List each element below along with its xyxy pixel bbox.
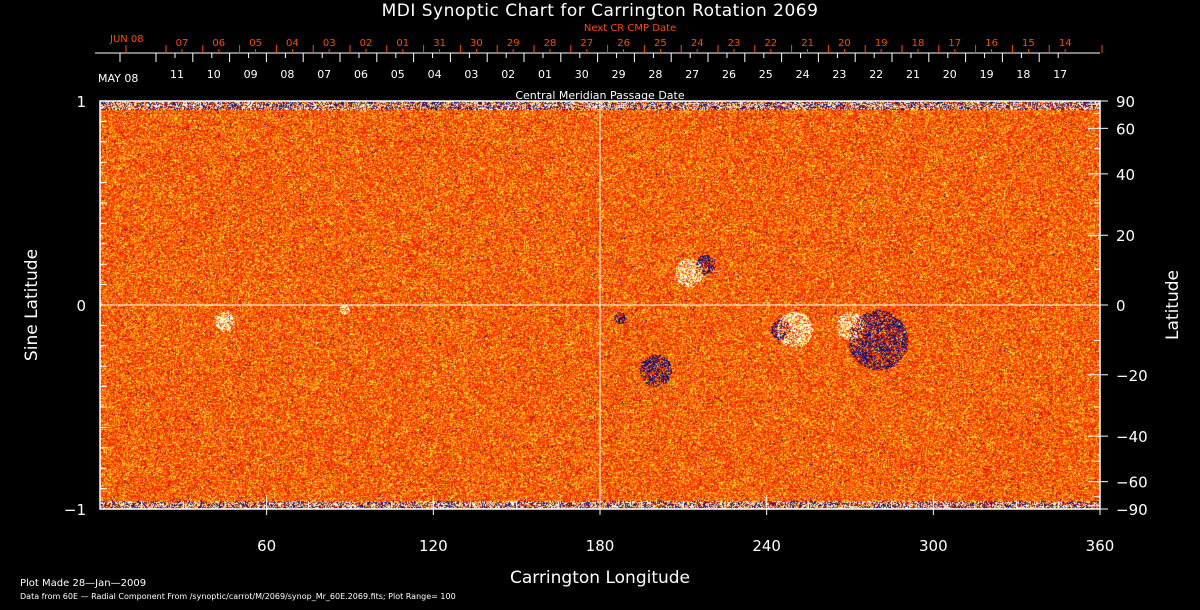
next-cr-date-label: 22 [764,38,777,49]
x-tick-label: 60 [257,537,276,555]
next-cr-axis-label: Next CR CMP Date [584,23,676,34]
cmp-date-label: 18 [1016,68,1030,81]
cmp-date-label: 28 [648,68,662,81]
cmp-date-label: 19 [980,68,994,81]
next-cr-date-label: 27 [580,38,593,49]
next-cr-date-label: 19 [875,38,888,49]
cmp-date-label: 27 [685,68,699,81]
next-cr-date-label: 18 [912,38,925,49]
next-cr-date-label: 26 [617,38,630,49]
cmp-date-label: 11 [170,68,184,81]
x-tick-label: 240 [752,537,781,555]
cmp-date-label: 01 [538,68,552,81]
cmp-date-label: 07 [317,68,331,81]
y-tick-label: −1 [64,501,86,519]
cmp-date-label: 08 [280,68,294,81]
data-source-text: Data from 60E — Radial Component From /s… [20,592,456,601]
cmp-date-label: 05 [391,68,405,81]
next-cr-date-label: 07 [176,38,189,49]
cmp-date-label: 22 [869,68,883,81]
y2-tick-label: −20 [1116,367,1148,385]
next-cr-date-label: 14 [1059,38,1072,49]
next-cr-date-label: 17 [948,38,961,49]
next-cr-date-label: 24 [691,38,704,49]
cmp-start-label: MAY 08 [98,72,138,85]
cmp-date-label: 23 [832,68,846,81]
plot-made-text: Plot Made 28—Jan—2009 [20,578,147,589]
cmp-date-label: 29 [612,68,626,81]
x-tick-label: 180 [586,537,615,555]
y2-tick-label: −60 [1116,474,1148,492]
next-cr-date-label: 02 [360,38,373,49]
next-cr-date-label: 29 [507,38,520,49]
y2-tick-label: −90 [1116,501,1148,519]
chart-title: MDI Synoptic Chart for Carrington Rotati… [381,1,819,21]
next-cr-date-label: 16 [985,38,998,49]
y2-axis-label: Latitude [1163,270,1183,340]
next-cr-date-label: 01 [396,38,409,49]
cmp-date-label: 09 [244,68,258,81]
cmp-date-label: 30 [575,68,589,81]
y2-tick-label: 60 [1116,120,1135,138]
next-cr-date-label: 04 [286,38,299,49]
cmp-date-label: 20 [943,68,957,81]
next-cr-date-label: 06 [212,38,225,49]
y2-tick-label: 40 [1116,166,1135,184]
next-cr-date-label: 23 [728,38,741,49]
next-cr-date-label: 30 [470,38,483,49]
y2-tick-label: 20 [1116,227,1135,245]
x-axis-label: Carrington Longitude [510,568,690,588]
next-cr-date-label: 31 [433,38,446,49]
next-cr-date-label: 03 [323,38,336,49]
cmp-date-label: 02 [501,68,515,81]
y-tick-label: 1 [76,93,86,111]
x-tick-label: 120 [419,537,448,555]
cmp-date-label: 10 [207,68,221,81]
y2-tick-label: 0 [1116,297,1126,315]
y2-tick-label: −40 [1116,428,1148,446]
next-cr-date-label: 20 [838,38,851,49]
cmp-date-label: 25 [759,68,773,81]
next-cr-start-label: JUN 08 [109,34,144,45]
cmp-date-label: 26 [722,68,736,81]
next-cr-date-label: 15 [1022,38,1035,49]
cmp-date-label: 21 [906,68,920,81]
cmp-date-label: 06 [354,68,368,81]
y-axis-label: Sine Latitude [22,249,42,361]
x-tick-label: 300 [919,537,948,555]
x-tick-label: 360 [1086,537,1115,555]
next-cr-date-label: 05 [249,38,262,49]
next-cr-date-label: 21 [801,38,814,49]
cmp-date-label: 03 [464,68,478,81]
next-cr-date-label: 28 [544,38,557,49]
cmp-date-label: 24 [796,68,810,81]
cmp-axis-label: Central Meridian Passage Date [515,89,684,102]
next-cr-date-label: 25 [654,38,667,49]
y-tick-label: 0 [76,297,86,315]
cmp-date-label: 17 [1053,68,1067,81]
y2-tick-label: 90 [1116,93,1135,111]
cmp-date-label: 04 [428,68,442,81]
